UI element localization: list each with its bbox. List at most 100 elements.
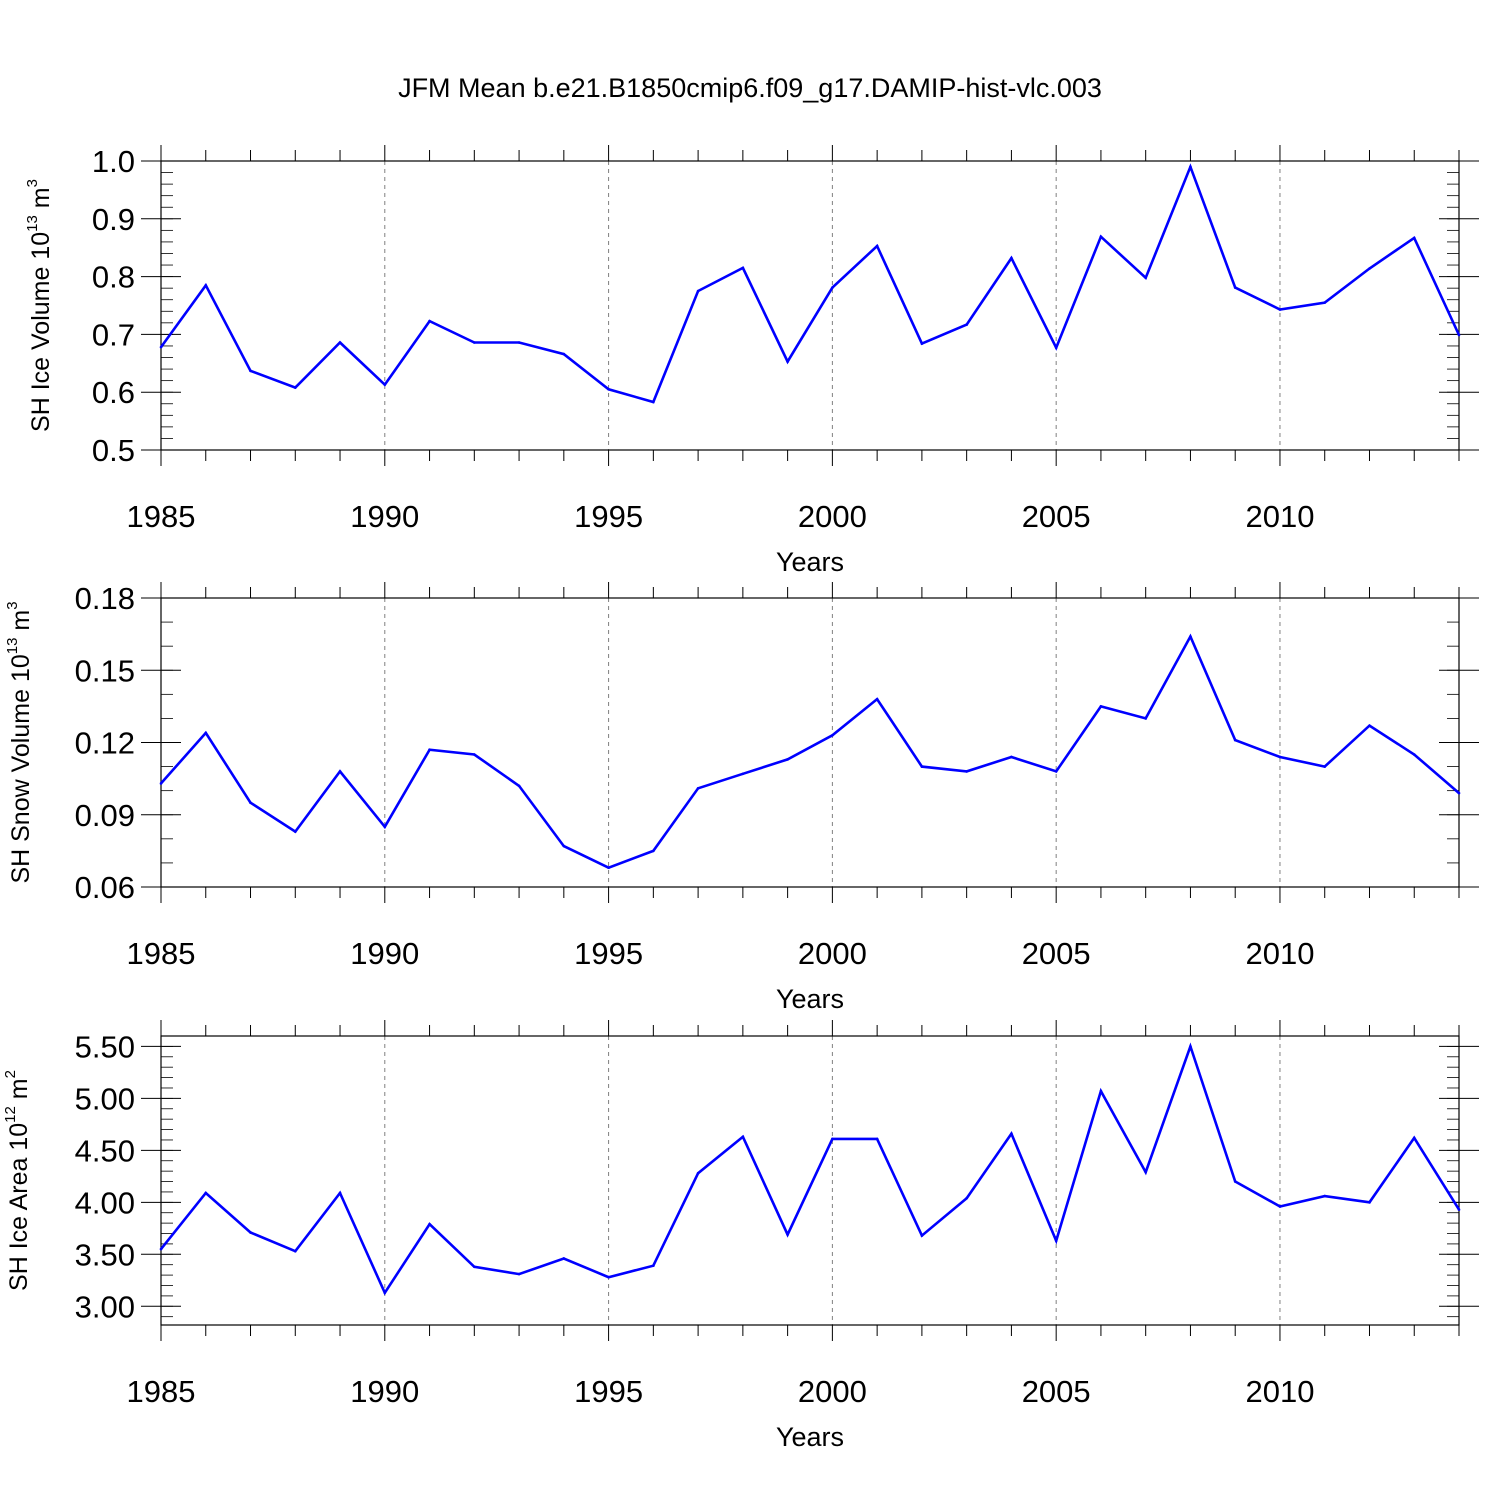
data-point <box>965 770 968 773</box>
data-point <box>1233 1180 1237 1183</box>
data-point <box>428 319 431 323</box>
data-point <box>965 1196 968 1200</box>
data-point <box>1010 755 1013 759</box>
data-point <box>473 753 476 756</box>
data-point <box>1010 1132 1013 1136</box>
x-tick-label: 2010 <box>1245 1374 1314 1409</box>
data-point <box>875 697 879 701</box>
y-tick-label: 0.7 <box>92 317 135 352</box>
y-tick-label: 0.06 <box>75 870 135 905</box>
data-point <box>204 731 208 735</box>
data-point <box>607 388 610 391</box>
data-point <box>293 386 297 389</box>
data-point <box>428 1222 431 1226</box>
data-point <box>920 1234 924 1237</box>
data-point <box>1278 1205 1282 1208</box>
data-point <box>159 1247 163 1251</box>
y-tick-label: 0.09 <box>75 798 135 833</box>
x-tick-label: 1985 <box>127 936 196 971</box>
data-point <box>741 266 745 270</box>
data-point <box>652 1264 655 1268</box>
data-point <box>517 341 521 344</box>
series-line <box>160 633 1460 870</box>
x-tick-label: 2005 <box>1022 499 1091 534</box>
data-point <box>786 1233 789 1236</box>
data-point <box>204 283 208 287</box>
data-point <box>249 801 252 805</box>
data-point <box>696 1171 700 1175</box>
data-point <box>1233 286 1237 289</box>
y-tick-label: 3.50 <box>75 1237 135 1272</box>
y-axis-title-superscript: 12 <box>2 1106 19 1123</box>
data-point <box>517 784 521 788</box>
data-point <box>1099 705 1103 708</box>
y-tick-label: 5.50 <box>75 1029 135 1064</box>
data-point <box>1144 1170 1147 1174</box>
x-tick-label: 2010 <box>1245 499 1314 534</box>
data-point <box>383 383 387 386</box>
data-point <box>920 765 924 768</box>
x-axis-title: Years <box>776 984 844 1014</box>
data-point <box>1368 267 1371 270</box>
data-point <box>1323 1194 1327 1198</box>
data-point <box>1144 276 1147 280</box>
plot-frame <box>160 1035 1460 1326</box>
data-point <box>293 830 297 833</box>
data-point <box>1278 308 1282 311</box>
data-point <box>1368 724 1371 727</box>
data-point <box>383 1291 387 1295</box>
data-point <box>1054 1239 1058 1243</box>
data-point <box>786 758 789 761</box>
data-point <box>1457 791 1461 795</box>
data-point <box>831 733 834 737</box>
x-tick-label: 1995 <box>574 936 643 971</box>
data-point <box>607 1275 610 1279</box>
x-tick-label: 2010 <box>1245 936 1314 971</box>
data-point <box>696 289 700 293</box>
series-line <box>159 1042 1461 1296</box>
data-point <box>249 369 252 373</box>
data-point <box>741 1135 745 1139</box>
x-tick-label: 1990 <box>350 936 419 971</box>
data-point <box>1099 235 1103 239</box>
y-tick-label: 0.5 <box>92 433 135 468</box>
y-tick-label: 0.6 <box>92 375 135 410</box>
panel-1: 1985 1990 1995 2000 2005 2010 Years 0.5 0.6 0.7 0.… <box>24 144 1479 577</box>
x-tick-label: 2005 <box>1022 936 1091 971</box>
data-point <box>1412 236 1416 240</box>
y-axis-title-part: m <box>7 610 35 638</box>
data-point <box>1054 346 1058 349</box>
x-tick-label: 1990 <box>350 499 419 534</box>
data-point <box>293 1249 297 1253</box>
data-point <box>696 786 700 790</box>
data-point <box>1278 755 1282 759</box>
data-point <box>1233 738 1237 742</box>
data-point <box>1457 1208 1461 1211</box>
y-tick-label: 4.00 <box>75 1185 135 1220</box>
figure-title: JFM Mean b.e21.B1850cmip6.f09_g17.DAMIP-… <box>398 73 1102 103</box>
y-axis-title-part: m <box>5 1078 33 1106</box>
y-tick-label: 3.00 <box>75 1289 135 1324</box>
y-tick-label: 0.9 <box>92 202 135 237</box>
data-point <box>473 1265 476 1269</box>
data-point <box>652 849 655 853</box>
data-point <box>1099 1089 1103 1093</box>
data-point <box>1457 333 1461 337</box>
y-tick-label: 0.8 <box>92 260 135 295</box>
data-point <box>652 400 655 404</box>
x-axis-title: Years <box>776 1422 844 1452</box>
y-tick-label: 0.15 <box>75 653 135 688</box>
y-axis-title-part: m <box>27 187 55 215</box>
data-point <box>1144 717 1147 720</box>
data-point <box>786 360 789 363</box>
y-axis-title-superscript: 13 <box>24 215 41 232</box>
data-point <box>338 341 342 344</box>
data-point <box>1323 765 1327 768</box>
x-tick-label: 2005 <box>1022 1374 1091 1409</box>
x-tick-label: 2000 <box>798 499 867 534</box>
plot-frame <box>160 160 1460 451</box>
data-point <box>831 286 834 289</box>
data-point <box>1368 1201 1371 1204</box>
data-point <box>1189 635 1192 638</box>
